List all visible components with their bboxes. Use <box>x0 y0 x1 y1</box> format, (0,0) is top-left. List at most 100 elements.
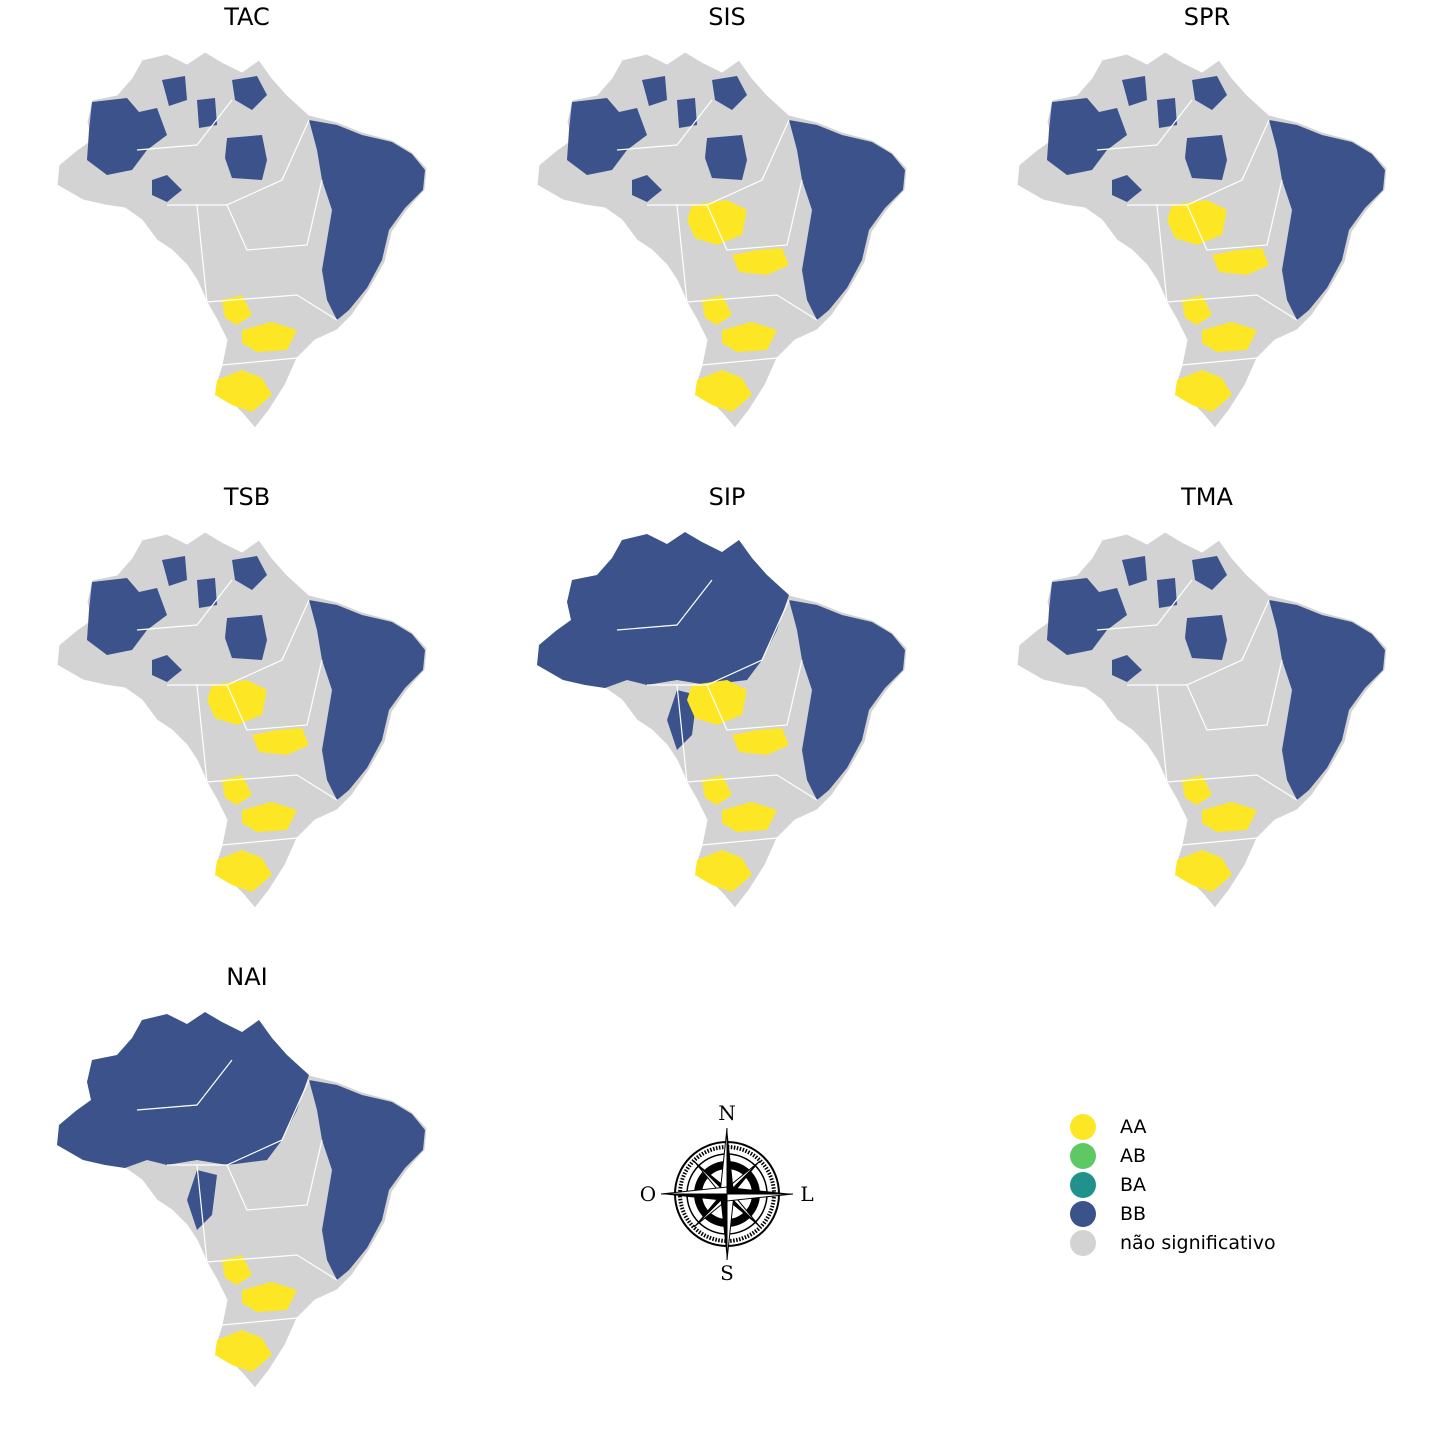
map-panel-tsb: TSB <box>27 480 467 920</box>
legend-label: BA <box>1120 1173 1147 1196</box>
cluster-region-aa <box>732 728 789 755</box>
state-border <box>1186 179 1283 251</box>
brazil-map <box>1016 51 1388 429</box>
state-border <box>206 1254 338 1281</box>
cluster-region-bb <box>642 76 667 106</box>
state-border <box>136 579 233 631</box>
state-border <box>701 837 778 846</box>
cluster-region-bb <box>1185 135 1227 180</box>
map-title: TSB <box>223 483 271 511</box>
compass-east-label: L <box>800 1182 813 1206</box>
cluster-region-bb <box>1047 578 1127 655</box>
state-border <box>226 659 323 731</box>
cluster-region-bb <box>705 135 747 180</box>
cluster-region-bb <box>1269 600 1385 800</box>
map-title: SIP <box>708 483 746 511</box>
brazil-map <box>56 51 428 429</box>
state-border <box>196 1164 208 1263</box>
cluster-region-bb <box>187 1170 217 1230</box>
cluster-region-bb <box>197 578 217 608</box>
state-border <box>226 179 323 251</box>
legend-item: AA <box>1070 1112 1276 1141</box>
brazil-map <box>536 531 908 909</box>
cluster-region-aa <box>1175 370 1232 412</box>
cluster-region-bb <box>1157 578 1177 608</box>
cluster-region-aa <box>242 1282 297 1312</box>
compass-west-label: O <box>640 1182 656 1206</box>
cluster-region-bb <box>225 615 267 660</box>
legend-swatch <box>1070 1229 1096 1256</box>
map-panel-sis: SIS <box>507 0 947 440</box>
cluster-region-aa <box>695 850 752 892</box>
cluster-region-aa <box>732 248 789 275</box>
state-border <box>676 204 688 303</box>
legend-item: AB <box>1070 1141 1276 1170</box>
compass-north-label: N <box>718 1101 736 1125</box>
cluster-region-aa <box>222 775 252 805</box>
cluster-region-bb <box>677 98 697 128</box>
state-border <box>706 659 803 731</box>
legend-item: não significativo <box>1070 1228 1276 1257</box>
state-border <box>136 1059 233 1111</box>
cluster-region-bb <box>197 98 217 128</box>
state-border <box>1096 579 1193 631</box>
state-border <box>1181 837 1258 846</box>
cluster-region-aa <box>687 200 747 245</box>
legend-swatch <box>1070 1200 1096 1227</box>
cluster-region-bb <box>152 655 182 682</box>
cluster-region-bb <box>1192 76 1227 110</box>
cluster-region-bb <box>225 135 267 180</box>
legend-item: BB <box>1070 1199 1276 1228</box>
legend-swatch <box>1070 1171 1096 1198</box>
cluster-region-aa <box>242 802 297 832</box>
state-border <box>221 1317 298 1326</box>
map-title: TAC <box>224 3 270 31</box>
cluster-region-aa <box>207 680 267 725</box>
cluster-region-bb <box>789 600 905 800</box>
state-border <box>676 684 688 783</box>
state-border <box>706 179 803 251</box>
state-border <box>206 294 338 321</box>
cluster-region-bb <box>567 98 647 175</box>
cluster-region-aa <box>215 850 272 892</box>
brazil-map <box>56 1011 428 1389</box>
state-border <box>1181 357 1258 366</box>
map-panel-tac: TAC <box>27 0 467 440</box>
state-border <box>1156 204 1168 303</box>
cluster-region-bb <box>162 556 187 586</box>
cluster-region-aa <box>1182 775 1212 805</box>
cluster-region-aa <box>702 775 732 805</box>
cluster-region-aa <box>702 295 732 325</box>
compass-south-label: S <box>720 1261 734 1285</box>
map-panel-nai: NAI <box>27 960 467 1400</box>
state-border <box>616 99 713 151</box>
cluster-region-bb <box>537 532 789 688</box>
map-title: SPR <box>1183 3 1231 31</box>
cluster-region-bb <box>1112 655 1142 682</box>
brazil-map <box>56 531 428 909</box>
state-border <box>1166 294 1298 321</box>
cluster-region-bb <box>632 175 662 202</box>
cluster-region-bb <box>309 1080 425 1280</box>
cluster-region-bb <box>1192 556 1227 590</box>
cluster-region-aa <box>1167 200 1227 245</box>
state-border <box>686 774 818 801</box>
cluster-region-bb <box>1122 76 1147 106</box>
compass-rose-icon: N S L O <box>640 1101 814 1285</box>
cluster-region-bb <box>309 120 425 320</box>
cluster-region-aa <box>722 802 777 832</box>
legend-swatch <box>1070 1113 1096 1140</box>
cluster-region-aa <box>722 322 777 352</box>
legend-item: BA <box>1070 1170 1276 1199</box>
map-panel-tma: TMA <box>987 480 1427 920</box>
state-border <box>221 837 298 846</box>
state-border <box>1186 659 1283 731</box>
cluster-region-bb <box>1112 175 1142 202</box>
legend-swatch <box>1070 1142 1096 1169</box>
map-title: TMA <box>1181 483 1233 511</box>
state-border <box>136 99 233 151</box>
cluster-region-bb <box>57 1012 309 1168</box>
cluster-region-bb <box>162 76 187 106</box>
cluster-region-aa <box>695 370 752 412</box>
state-border <box>1166 774 1298 801</box>
